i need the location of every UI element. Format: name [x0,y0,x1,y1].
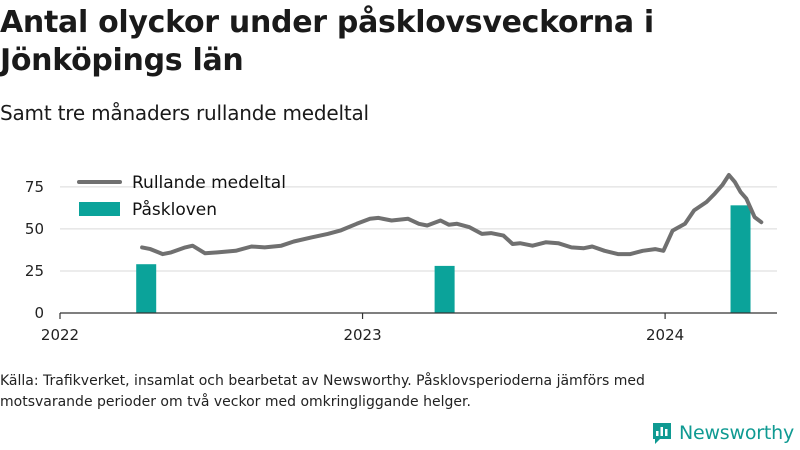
bar-paskloven [136,264,157,313]
brand[interactable]: Newsworthy [651,420,794,446]
x-tick-label: 2022 [41,326,79,344]
legend: Rullande medeltal Påskloven [77,173,286,220]
grid-lines [60,186,777,272]
line-rullande-medeltal [140,173,764,257]
chart-title: Antal olyckor under påsklovsveckorna i J… [0,5,654,78]
y-tick-label: 75 [25,178,44,196]
chart-area: 0 25 50 75 2022 2023 2024 Rullande medeltal På… [25,173,777,344]
source-note: Källa: Trafikverket, insamlat och bearbe… [0,373,645,410]
bar-paskloven [730,205,751,313]
y-tick-label: 25 [25,262,44,280]
line-series [140,173,764,257]
x-tick-label: 2023 [343,326,381,344]
brand-name: Newsworthy [678,422,794,444]
legend-label: Rullande medeltal [132,173,286,193]
y-tick-label: 50 [25,220,44,238]
x-axis: 2022 2023 2024 [41,312,777,344]
chart-subtitle: Samt tre månaders rullande medeltal [0,101,369,125]
legend-bar-swatch [79,202,120,216]
y-axis-labels: 0 25 50 75 [25,178,44,322]
bar-chart-speech-icon [652,423,671,444]
y-tick-label: 0 [34,304,44,322]
bar-paskloven [434,265,455,313]
bar-series [136,205,751,313]
legend-label: Påskloven [132,199,217,220]
x-tick-label: 2024 [646,326,684,344]
